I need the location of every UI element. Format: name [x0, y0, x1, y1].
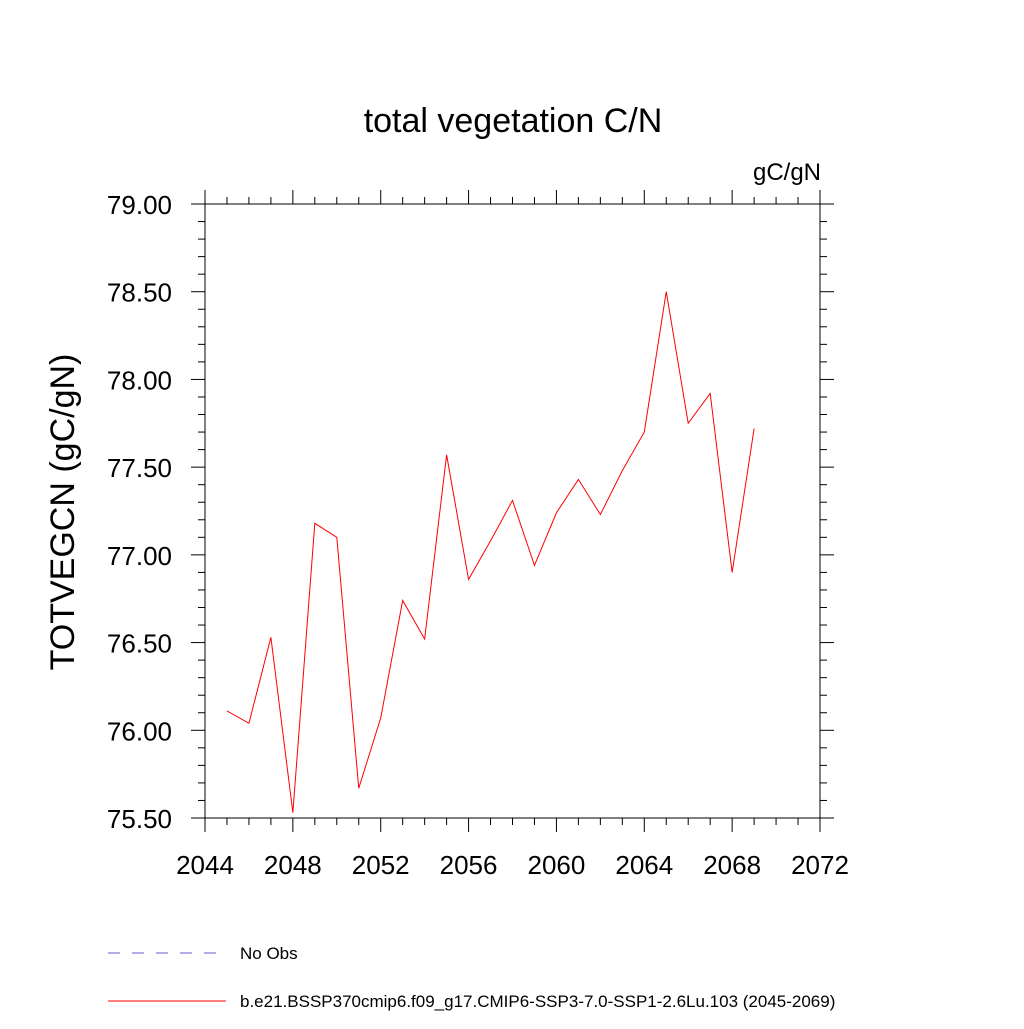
x-tick-label: 2064 [615, 850, 673, 880]
x-tick-label: 2048 [264, 850, 322, 880]
x-tick-label: 2056 [440, 850, 498, 880]
data-point [643, 431, 645, 433]
y-axis-label: TOTVEGCN (gC/gN) [44, 354, 82, 671]
data-point [380, 717, 382, 719]
data-point [533, 564, 535, 566]
tick-labels: 2044 2048 2052 2056 2060 2064 2068 2072 75.50 76.… [107, 190, 849, 880]
y-tick-label: 75.50 [107, 804, 172, 834]
data-point [621, 470, 623, 472]
tick-marks [191, 190, 834, 832]
data-point [490, 540, 492, 542]
chart-title: total vegetation C/N [364, 102, 663, 140]
data-point [731, 571, 733, 573]
y-tick-label: 78.00 [107, 365, 172, 395]
y-tick-label: 78.50 [107, 278, 172, 308]
data-point [314, 522, 316, 524]
plot-frame [204, 203, 821, 819]
legend-label: No Obs [240, 944, 298, 963]
data-point [512, 499, 514, 501]
data-point [226, 710, 228, 712]
data-point [555, 512, 557, 514]
data-point [753, 428, 755, 430]
data-point [270, 636, 272, 638]
x-tick-label: 2072 [791, 850, 849, 880]
units-label: gC/gN [753, 159, 821, 186]
y-tick-label: 76.00 [107, 716, 172, 746]
data-point [687, 422, 689, 424]
data-point [402, 599, 404, 601]
x-tick-label: 2068 [703, 850, 761, 880]
x-tick-label: 2044 [176, 850, 234, 880]
data-point [709, 392, 711, 394]
x-tick-label: 2052 [352, 850, 410, 880]
data-point [358, 787, 360, 789]
y-tick-label: 79.00 [107, 190, 172, 220]
y-tick-label: 76.50 [107, 629, 172, 659]
x-tick-label: 2060 [528, 850, 586, 880]
series-line [226, 291, 755, 813]
data-point [248, 722, 250, 724]
data-point [665, 291, 667, 293]
legend-label: b.e21.BSSP370cmip6.f09_g17.CMIP6-SSP3-7.… [240, 992, 835, 1011]
data-point [577, 478, 579, 480]
series-layer [226, 291, 755, 814]
data-point [336, 536, 338, 538]
y-tick-label: 77.00 [107, 541, 172, 571]
legend: No Obs b.e21.BSSP370cmip6.f09_g17.CMIP6-S… [108, 944, 835, 1011]
data-point [292, 812, 294, 814]
data-point [424, 638, 426, 640]
data-point [599, 514, 601, 516]
data-point [468, 578, 470, 580]
y-tick-label: 77.50 [107, 453, 172, 483]
data-point [446, 454, 448, 456]
